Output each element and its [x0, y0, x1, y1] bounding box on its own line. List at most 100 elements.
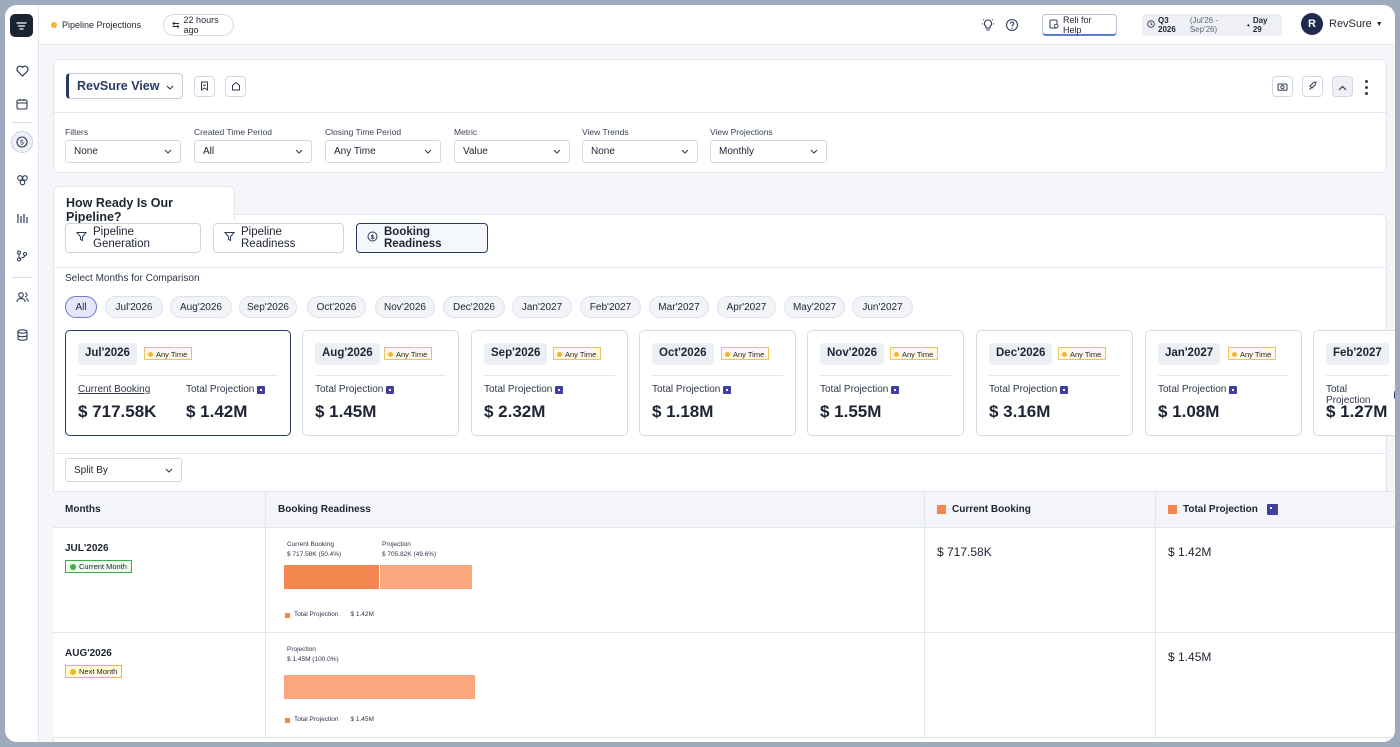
bulb-icon[interactable]	[981, 18, 995, 37]
divider	[78, 375, 278, 376]
any-time-label: Any Time	[1070, 349, 1102, 359]
quarter-chip[interactable]: Q3 2026 (Jul'26 - Sep'26) • Day 29	[1142, 14, 1282, 36]
bar-label-value: $ 717.58K (50.4%)	[287, 551, 342, 558]
month-pill[interactable]: Jul'2026	[105, 296, 163, 318]
current-booking-label[interactable]: Current Booking	[78, 384, 151, 395]
month-card[interactable]: Aug'2026 Any Time Total Projection $ 1.45M	[302, 330, 459, 436]
month-pill[interactable]: Mar'2027	[649, 296, 709, 318]
legend-swatch	[937, 505, 946, 514]
col-booking-readiness[interactable]: Booking Readiness	[266, 491, 925, 528]
any-time-label: Any Time	[565, 349, 597, 359]
projections-dropdown[interactable]: Monthly	[710, 140, 827, 163]
bar-projection[interactable]	[284, 675, 475, 699]
bar-label: Current Booking $ 717.58K (50.4%)	[287, 540, 341, 560]
month-card[interactable]: Sep'2026 Any Time Total Projection $ 2.32M	[471, 330, 628, 436]
total-projection-text: Total Projection	[1158, 384, 1227, 395]
compare-label: Select Months for Comparison	[65, 273, 200, 284]
user-name: RevSure	[1329, 18, 1372, 30]
rocket-button[interactable]	[1302, 76, 1323, 97]
divider	[1158, 375, 1289, 376]
bar-label: Projection $ 705.82K (49.6%)	[382, 540, 436, 560]
camera-button[interactable]	[1272, 76, 1293, 97]
divider	[54, 453, 1386, 454]
tab-pipeline-readiness[interactable]: Pipeline Readiness	[213, 223, 344, 253]
tab-pipeline-generation[interactable]: Pipeline Generation	[65, 223, 201, 253]
bar-projection[interactable]	[379, 565, 472, 589]
trends-dropdown[interactable]: None	[582, 140, 698, 163]
bar-legend: Total Projection $ 1.45M	[285, 715, 374, 725]
day-separator: •	[1247, 20, 1250, 30]
sparkle-icon	[891, 385, 900, 394]
month-pill[interactable]: May'2027	[784, 296, 845, 318]
total-projection-text: Total Projection	[820, 384, 889, 395]
col-months[interactable]: Months	[53, 491, 266, 528]
badge-dot	[725, 351, 730, 357]
month-pill[interactable]: Dec'2026	[443, 296, 505, 318]
month-pill[interactable]: Oct'2026	[307, 296, 366, 318]
help-icon[interactable]	[1005, 18, 1019, 37]
month-pill[interactable]: Apr'2027	[717, 296, 776, 318]
col-current-booking[interactable]: Current Booking	[925, 491, 1156, 528]
closing-period-dropdown[interactable]: Any Time	[325, 140, 441, 163]
total-projection-value: $ 3.16M	[989, 402, 1051, 421]
more-options-icon[interactable]	[1362, 78, 1370, 96]
month-card[interactable]: Jul'2026 Any Time Current Booking $ 717.58K…	[65, 330, 291, 436]
dollar-icon[interactable]: $	[11, 131, 33, 153]
bookmark-icon	[200, 78, 209, 96]
month-pill[interactable]: Sep'2026	[239, 296, 297, 318]
month-pill[interactable]: Nov'2026	[375, 296, 435, 318]
month-status-badge: Next Month	[65, 665, 123, 678]
section-title: How Ready Is Our Pipeline?	[53, 186, 235, 224]
month-pill[interactable]: Jun'2027	[852, 296, 913, 318]
current-booking-cell: $ 717.58K	[937, 545, 992, 559]
users-icon[interactable]	[11, 286, 33, 308]
month-card-title: Sep'2026	[484, 343, 548, 365]
month-card[interactable]: Jan'2027 Any Time Total Projection $ 1.08M	[1145, 330, 1302, 436]
bar-current-booking[interactable]	[284, 565, 379, 589]
month-card-title: Aug'2026	[315, 343, 380, 365]
avatar[interactable]: R	[1301, 13, 1323, 35]
filter-label-trends: View Trends	[582, 127, 629, 137]
home-button[interactable]	[225, 76, 246, 97]
month-card[interactable]: Oct'2026 Any Time Total Projection $ 1.18M	[639, 330, 796, 436]
badge-dot	[894, 351, 899, 357]
month-card[interactable]: Dec'2026 Any Time Total Projection $ 3.16M	[976, 330, 1133, 436]
reli-help-button[interactable]: Reli for Help	[1042, 14, 1117, 36]
menu-logo-icon[interactable]	[10, 14, 33, 37]
calendar-icon[interactable]	[11, 93, 33, 115]
columns-icon[interactable]	[11, 207, 33, 229]
col-total-projection[interactable]: Total Projection	[1156, 491, 1395, 528]
home-icon	[231, 78, 241, 96]
groups-icon[interactable]	[11, 169, 33, 191]
row-month: AUG'2026	[65, 648, 112, 659]
divider	[989, 375, 1120, 376]
chevron-down-icon	[295, 146, 303, 157]
month-pill[interactable]: Jan'2027	[512, 296, 572, 318]
split-by-dropdown[interactable]: Split By	[65, 458, 182, 482]
database-icon[interactable]	[11, 324, 33, 346]
collapse-button[interactable]	[1332, 76, 1353, 97]
any-time-label: Any Time	[156, 349, 188, 359]
total-projection-value: $ 1.55M	[820, 402, 882, 421]
month-pill[interactable]: Feb'2027	[580, 296, 641, 318]
user-menu[interactable]: RevSure ▼	[1329, 18, 1383, 30]
filters-dropdown[interactable]: None	[65, 140, 181, 163]
legend-label: Total Projection	[294, 716, 339, 723]
month-card[interactable]: Feb'2027 Total Projection $ 1.27M	[1313, 330, 1395, 436]
view-selector[interactable]: RevSure View	[66, 73, 183, 99]
metric-dropdown[interactable]: Value	[454, 140, 570, 163]
any-time-badge: Any Time	[1228, 347, 1277, 360]
bookmark-button[interactable]	[194, 76, 215, 97]
branch-icon[interactable]	[11, 245, 33, 267]
view-card: RevSure View Filters None Created Time P…	[53, 59, 1387, 173]
month-card[interactable]: Nov'2026 Any Time Total Projection $ 1.55M	[807, 330, 964, 436]
any-time-label: Any Time	[1240, 349, 1272, 359]
created-period-dropdown[interactable]: All	[194, 140, 312, 163]
month-pill-all[interactable]: All	[65, 296, 97, 318]
page-title: Pipeline Projections	[62, 20, 142, 30]
last-updated-chip[interactable]: ⇆ 22 hours ago	[163, 14, 234, 36]
badge-dot	[388, 351, 393, 357]
heart-icon[interactable]	[11, 60, 33, 82]
month-pill[interactable]: Aug'2026	[170, 296, 232, 318]
tab-booking-readiness[interactable]: $ Booking Readiness	[356, 223, 488, 253]
